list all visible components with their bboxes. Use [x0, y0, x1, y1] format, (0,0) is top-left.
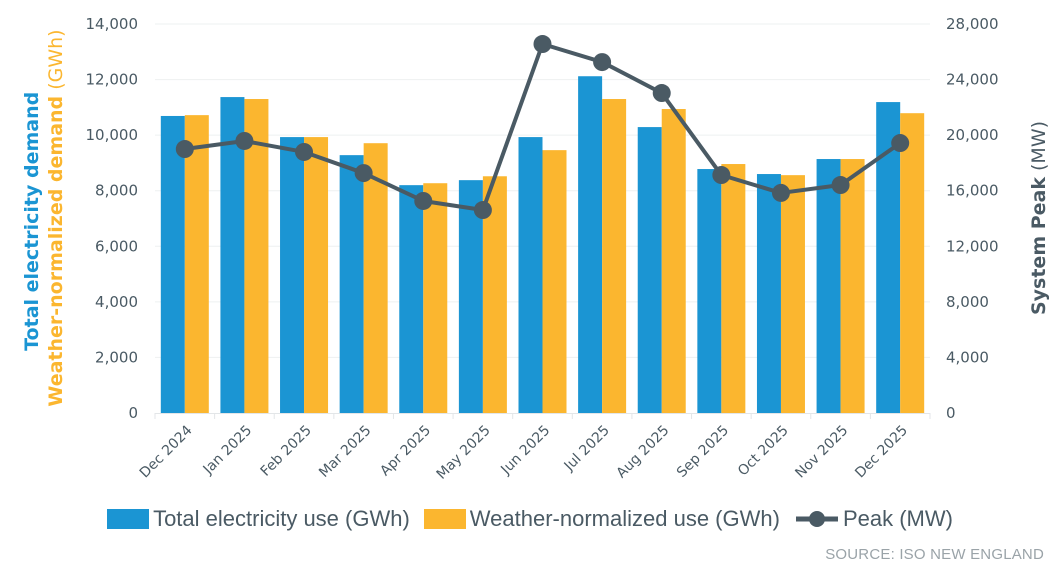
- bar-normalized: [721, 164, 746, 413]
- x-tick-label: Mar 2025: [316, 423, 374, 481]
- left-tick-label: 2,000: [95, 348, 138, 366]
- x-tick-label: Jun 2025: [497, 423, 553, 479]
- peak-point: [712, 166, 731, 185]
- left-tick-label: 10,000: [86, 126, 139, 144]
- bar-total: [339, 155, 364, 414]
- bar-normalized: [780, 175, 805, 413]
- right-tick-label: 28,000: [946, 15, 999, 33]
- left-tick-label: 0: [128, 404, 138, 422]
- peak-point: [891, 134, 910, 153]
- x-tick-label: Oct 2025: [735, 423, 792, 480]
- left-axis-label-unit: (GWh): [45, 29, 67, 95]
- peak-point: [831, 176, 850, 195]
- bar-total: [458, 180, 483, 413]
- bar-total: [578, 76, 603, 413]
- left-axis-label-normalized: Weather-normalized demand (GWh): [45, 29, 67, 406]
- left-axis-label: Total electricity demand Weather-normali…: [21, 29, 67, 406]
- bar-normalized: [900, 113, 925, 414]
- x-tick-label: Apr 2025: [377, 423, 434, 480]
- right-tick-label: 0: [946, 404, 956, 422]
- bar-total: [816, 159, 841, 413]
- right-axis-label-unit: (MW): [1028, 121, 1050, 177]
- legend-swatch-total: [107, 509, 150, 529]
- peak-point: [175, 140, 194, 159]
- right-tick-label: 20,000: [946, 126, 999, 144]
- right-axis-label-main: System Peak: [1028, 177, 1050, 315]
- bar-total: [280, 137, 305, 413]
- right-tick-label: 8,000: [946, 293, 989, 311]
- peak-point: [414, 191, 433, 210]
- bar-total: [518, 137, 543, 413]
- legend-swatch-normalized: [423, 509, 466, 529]
- peak-point: [295, 142, 314, 161]
- peak-point: [533, 35, 552, 54]
- bar-total: [160, 115, 185, 414]
- x-tick-label: Jan 2025: [200, 423, 256, 479]
- peak-line-group: [175, 35, 910, 220]
- right-tick-label: 12,000: [946, 237, 999, 255]
- bar-normalized: [542, 150, 567, 413]
- peak-point: [771, 183, 790, 202]
- left-axis-label-total: Total electricity demand: [21, 92, 43, 351]
- x-axis: Dec 2024 Jan 2025 Feb 2025 Mar 2025 Apr 2025…: [137, 413, 931, 483]
- left-tick-label: 12,000: [86, 71, 139, 89]
- legend-label-peak: Peak (MW): [842, 506, 953, 531]
- bar-total: [756, 174, 781, 413]
- bar-total: [697, 169, 722, 413]
- peak-point: [593, 53, 612, 72]
- bar-normalized: [602, 99, 627, 414]
- x-tick-label: Feb 2025: [258, 423, 315, 480]
- left-tick-label: 8,000: [95, 182, 138, 200]
- legend-line-marker-icon: [795, 511, 838, 527]
- right-tick-label: 24,000: [946, 71, 999, 89]
- left-tick-label: 4,000: [95, 293, 138, 311]
- bar-normalized: [840, 159, 865, 413]
- x-tick-label: May 2025: [434, 423, 494, 483]
- peak-point: [235, 131, 254, 150]
- legend-label-normalized: Weather-normalized use (GWh): [469, 506, 780, 531]
- right-tick-label: 16,000: [946, 182, 999, 200]
- peak-point: [652, 84, 671, 103]
- peak-point: [473, 201, 492, 220]
- bar-normalized: [661, 109, 686, 413]
- bars: [160, 76, 925, 414]
- left-tick-label: 6,000: [95, 237, 138, 255]
- bar-normalized: [423, 183, 448, 413]
- legend-item-total[interactable]: Total electricity use (GWh): [107, 506, 410, 532]
- legend: Total electricity use (GWh) Weather-norm…: [0, 506, 1060, 532]
- peak-point: [354, 164, 373, 183]
- bar-total: [637, 127, 662, 414]
- x-tick-label: Jul 2025: [561, 423, 613, 475]
- source-note: SOURCE: ISO NEW ENGLAND: [825, 546, 1044, 563]
- bar-total: [399, 185, 424, 413]
- left-axis-label-normalized-text: Weather-normalized demand: [45, 96, 67, 407]
- legend-item-peak[interactable]: Peak (MW): [794, 506, 953, 532]
- left-axis: 0 2,000 4,000 6,000 8,000 10,000 12,000 14,000: [86, 15, 139, 422]
- bar-normalized: [363, 143, 388, 413]
- x-tick-label: Sep 2025: [674, 423, 732, 481]
- bar-normalized: [304, 137, 329, 413]
- right-axis: 0 4,000 8,000 12,000 16,000 20,000 24,000 28,00…: [946, 15, 999, 422]
- legend-item-normalized[interactable]: Weather-normalized use (GWh): [423, 506, 780, 532]
- right-axis-label: System Peak (MW): [1028, 121, 1050, 315]
- x-tick-label: Nov 2025: [792, 423, 851, 482]
- bar-normalized: [244, 99, 269, 414]
- left-tick-label: 14,000: [86, 15, 139, 33]
- bar-normalized: [184, 115, 209, 413]
- legend-label-total: Total electricity use (GWh): [153, 506, 410, 531]
- x-tick-label: Aug 2025: [614, 423, 673, 482]
- x-tick-label: Dec 2024: [137, 422, 196, 481]
- right-tick-label: 4,000: [946, 348, 989, 366]
- x-tick-label: Dec 2025: [852, 423, 911, 482]
- bar-total: [220, 97, 245, 414]
